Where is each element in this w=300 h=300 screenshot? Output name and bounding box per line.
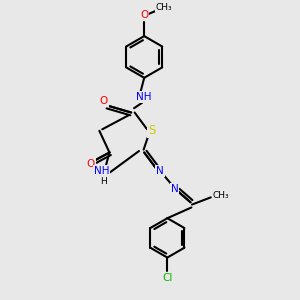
Text: CH₃: CH₃ [156, 3, 172, 12]
Text: N: N [156, 166, 164, 176]
Text: S: S [148, 124, 155, 137]
Text: NH: NH [94, 166, 109, 176]
Text: N: N [171, 184, 178, 194]
Text: CH₃: CH₃ [213, 190, 229, 200]
Text: O: O [86, 159, 95, 169]
Text: NH: NH [136, 92, 152, 102]
Text: H: H [100, 177, 107, 186]
Text: Cl: Cl [162, 272, 172, 283]
Text: O: O [140, 10, 148, 20]
Text: O: O [100, 96, 108, 106]
